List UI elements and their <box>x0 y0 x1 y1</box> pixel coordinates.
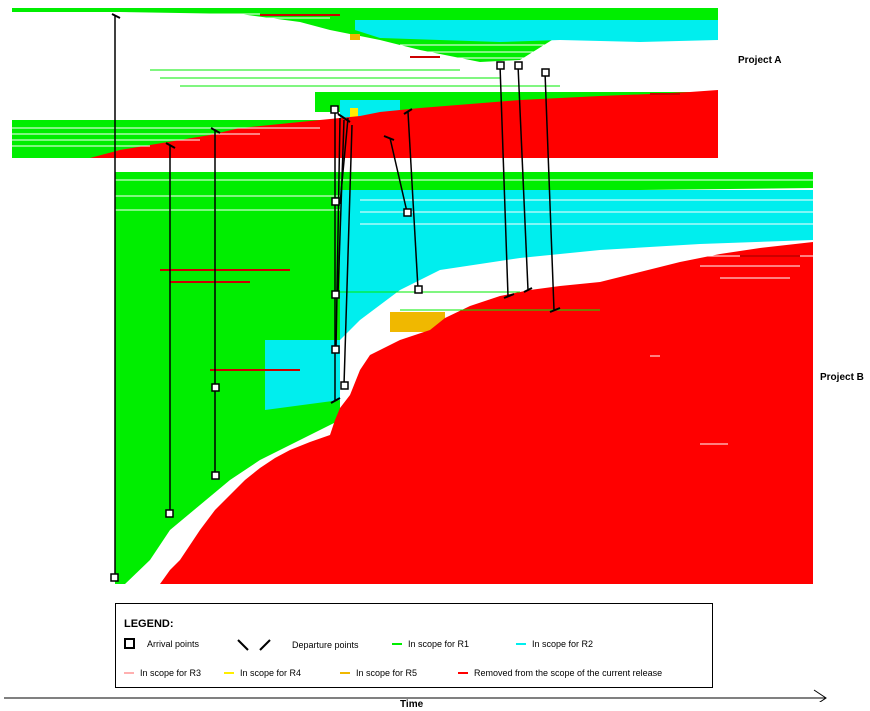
legend-r3: In scope for R3 <box>124 668 201 678</box>
project-a-r2-region <box>355 20 718 42</box>
arrival-point <box>414 285 423 294</box>
legend-r1: In scope for R1 <box>392 639 469 649</box>
r3-swatch <box>124 672 134 674</box>
arrival-point <box>330 105 339 114</box>
project-a-panel <box>12 8 718 158</box>
project-a-r4-region <box>350 108 358 118</box>
arrival-point <box>514 61 523 70</box>
r4-swatch <box>224 672 234 674</box>
arrival-point <box>331 197 340 206</box>
legend-departure: Departure points <box>234 638 359 652</box>
arrival-points <box>110 61 550 582</box>
project-a-thin-lines <box>150 69 560 87</box>
legend-removed-label: Removed from the scope of the current re… <box>474 668 663 678</box>
r5-swatch <box>340 672 350 674</box>
legend-box: LEGEND: Arrival points Departure points … <box>115 603 713 688</box>
legend-r4: In scope for R4 <box>224 668 301 678</box>
arrival-point <box>496 61 505 70</box>
departure-points <box>111 13 561 404</box>
arrival-point <box>165 509 174 518</box>
legend-r4-label: In scope for R4 <box>240 668 302 678</box>
departure-point <box>210 127 221 134</box>
arrival-square-icon <box>124 638 135 649</box>
departure-point <box>111 13 121 19</box>
project-a-red-lines <box>260 14 680 95</box>
project-b-stripes <box>115 179 813 445</box>
departure-point <box>337 113 351 123</box>
r1-swatch <box>392 643 402 645</box>
legend-r2: In scope for R2 <box>516 639 593 649</box>
legend-removed: Removed from the scope of the current re… <box>458 668 662 678</box>
project-b-red-lines <box>160 255 800 371</box>
project-b-panel <box>115 172 813 584</box>
project-b-r5-region <box>390 312 445 332</box>
departure-point <box>549 307 561 313</box>
project-b-removed-region <box>160 242 813 584</box>
arrival-point <box>211 383 220 392</box>
legend-arrival-label: Arrival points <box>147 638 200 649</box>
arrival-point <box>110 573 119 582</box>
legend-r2-label: In scope for R2 <box>532 639 594 649</box>
project-b-thin-lines <box>115 231 600 331</box>
arrival-point <box>331 345 340 354</box>
time-axis-label: Time <box>400 699 424 710</box>
legend-r5: In scope for R5 <box>340 668 417 678</box>
project-b-r1-region <box>115 172 813 584</box>
departure-point <box>383 135 395 141</box>
departure-point <box>330 397 341 404</box>
arrival-point <box>331 290 340 299</box>
r2-swatch <box>516 643 526 645</box>
legend-title: LEGEND: <box>124 618 174 630</box>
legend-r5-label: In scope for R5 <box>356 668 418 678</box>
legend-departure-label: Departure points <box>292 640 359 650</box>
project-a-stripes <box>12 13 718 147</box>
legend-arrival: Arrival points <box>124 638 199 649</box>
project-b-r2-region-2 <box>265 340 340 410</box>
arrival-point <box>340 381 349 390</box>
departure-point <box>503 293 515 299</box>
project-a-r5-region <box>350 34 360 40</box>
legend-r3-label: In scope for R3 <box>140 668 202 678</box>
project-b-label: Project B <box>820 372 864 383</box>
departure-point <box>165 142 176 149</box>
time-arrow-icon <box>813 689 827 702</box>
project-b-r2-region <box>340 190 813 340</box>
time-axis <box>4 689 827 702</box>
departure-slash-icon <box>237 639 271 651</box>
legend-r1-label: In scope for R1 <box>408 639 470 649</box>
removed-swatch <box>458 672 468 674</box>
departure-point <box>523 287 533 293</box>
project-a-removed-region <box>90 90 718 158</box>
tracking-lines <box>114 16 555 578</box>
arrival-point <box>211 471 220 480</box>
project-a-label: Project A <box>738 55 782 66</box>
departure-point <box>403 108 413 115</box>
arrival-point <box>541 68 550 77</box>
arrival-point <box>403 208 412 217</box>
